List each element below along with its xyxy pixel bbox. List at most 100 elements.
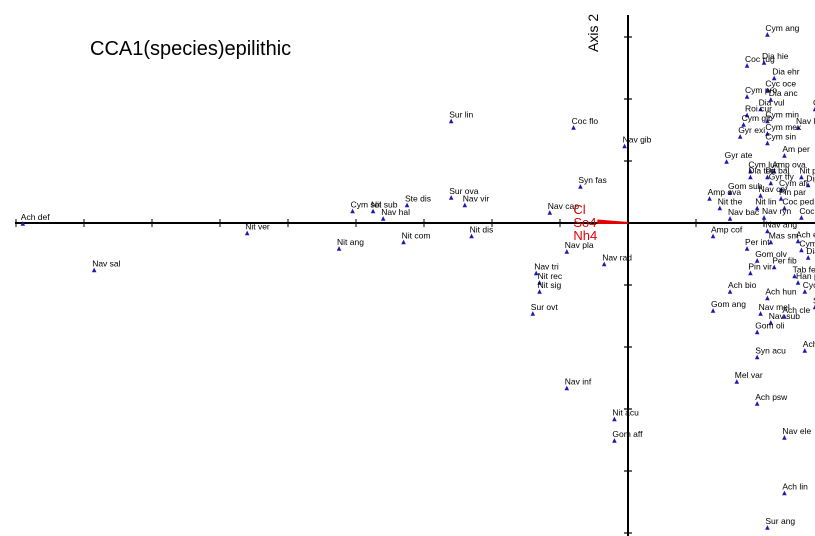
species-label: Sur ang: [765, 516, 795, 526]
species-label: Mel var: [735, 370, 763, 380]
species-marker: ▲: [768, 180, 773, 187]
species-label: Sur ova: [449, 186, 479, 196]
species-marker: ▲: [768, 319, 773, 326]
species-label: Amp ova: [772, 159, 806, 169]
species-marker: ▲: [806, 254, 811, 261]
species-marker: ▲: [772, 74, 777, 81]
species-label: Nit sig: [538, 280, 562, 290]
species-label: Gyr ate: [725, 150, 753, 160]
species-marker: ▲: [799, 174, 804, 181]
species-label: Coc pla: [799, 206, 815, 216]
species-marker: ▲: [537, 288, 542, 295]
species-marker: ▲: [337, 245, 342, 252]
species-marker: ▲: [782, 434, 787, 441]
species-marker: ▲: [755, 257, 760, 264]
species-label: Nav tri: [534, 262, 559, 272]
species-marker: ▲: [792, 273, 797, 280]
species-marker: ▲: [564, 248, 569, 255]
species-marker: ▲: [745, 93, 750, 100]
species-marker: ▲: [765, 227, 770, 234]
species-label: Sur lin: [449, 110, 473, 120]
species-label: Nav ang: [765, 219, 797, 229]
species-marker: ▲: [755, 205, 760, 212]
species-label: Nav inf: [565, 376, 592, 386]
species-marker: ▲: [796, 124, 801, 131]
species-marker: ▲: [765, 31, 770, 38]
species-label: Gom oli: [755, 321, 784, 331]
species-points: ▲Cym ang▲Coc rug▲Dia hie▲Dia ehr▲Cyc oce…: [20, 23, 815, 531]
env-vector-label: So4: [573, 215, 596, 230]
species-label: Nit the: [718, 197, 743, 207]
species-marker: ▲: [765, 294, 770, 301]
species-label: Cym sol: [351, 200, 382, 210]
species-marker: ▲: [401, 239, 406, 246]
species-label: Ach lan: [803, 339, 815, 349]
species-marker: ▲: [350, 208, 355, 215]
species-marker: ▲: [782, 152, 787, 159]
species-label: Gyr tfy: [769, 172, 795, 182]
species-label: Ste dis: [405, 193, 431, 203]
species-label: Cyc oce: [765, 79, 796, 89]
species-label: Cyc ope: [803, 280, 815, 290]
species-label: Gom ang: [711, 299, 746, 309]
species-label: Nit acu: [612, 407, 639, 417]
species-marker: ▲: [612, 437, 617, 444]
species-label: Gyr exi: [738, 125, 765, 135]
species-label: Syn acu: [755, 345, 786, 355]
species-label: Mas sm: [769, 231, 799, 241]
species-marker: ▲: [768, 96, 773, 103]
species-marker: ▲: [772, 167, 777, 174]
species-label: Ach cle: [782, 305, 810, 315]
species-label: Nav mel: [759, 302, 790, 312]
chart-title: CCA1(species)epilithic: [90, 38, 291, 60]
species-marker: ▲: [806, 182, 811, 189]
species-marker: ▲: [762, 59, 767, 66]
species-marker: ▲: [768, 239, 773, 246]
species-marker: ▲: [20, 220, 25, 227]
species-marker: ▲: [782, 313, 787, 320]
y-axis-ticks: [624, 36, 632, 534]
species-marker: ▲: [469, 232, 474, 239]
species-label: Dip eli: [806, 174, 815, 184]
species-label: Coc flo: [572, 116, 599, 126]
species-label: Cym sin: [765, 131, 796, 141]
species-marker: ▲: [758, 310, 763, 317]
species-label: Cym gib: [742, 113, 773, 123]
species-marker: ▲: [796, 237, 801, 244]
species-marker: ▲: [802, 347, 807, 354]
species-marker: ▲: [758, 192, 763, 199]
species-label: Cym cis: [799, 239, 815, 249]
species-label: Nit ang: [337, 237, 364, 247]
species-marker: ▲: [772, 263, 777, 270]
species-label: Ach exi: [796, 229, 815, 239]
species-marker: ▲: [748, 270, 753, 277]
species-marker: ▲: [92, 267, 97, 274]
species-marker: ▲: [762, 214, 767, 221]
species-label: Dia ehr: [772, 66, 800, 76]
species-label: Gom aff: [612, 429, 643, 439]
species-marker: ▲: [765, 130, 770, 137]
species-label: Cym lun: [748, 159, 779, 169]
species-marker: ▲: [734, 378, 739, 385]
x-axis-ticks: [15, 219, 765, 227]
species-label: Cym afi: [779, 178, 808, 188]
species-label: Dia ten: [748, 166, 775, 176]
species-marker: ▲: [711, 232, 716, 239]
species-label: Ach def: [21, 212, 50, 222]
species-marker: ▲: [728, 215, 733, 222]
species-label: Cym pro: [745, 85, 777, 95]
env-vector-label: Nh4: [573, 228, 597, 243]
species-marker: ▲: [755, 329, 760, 336]
species-label: Nav cry: [759, 184, 789, 194]
species-label: Dia anc: [769, 88, 799, 98]
species-label: Cym ang: [765, 23, 799, 33]
species-marker: ▲: [745, 112, 750, 119]
species-marker: ▲: [796, 279, 801, 286]
species-marker: ▲: [724, 158, 729, 165]
species-marker: ▲: [813, 304, 815, 311]
species-marker: ▲: [622, 143, 627, 150]
species-label: Nit rec: [538, 271, 563, 281]
species-label: Nav hal: [381, 207, 410, 217]
species-label: Nav rad: [602, 252, 632, 262]
